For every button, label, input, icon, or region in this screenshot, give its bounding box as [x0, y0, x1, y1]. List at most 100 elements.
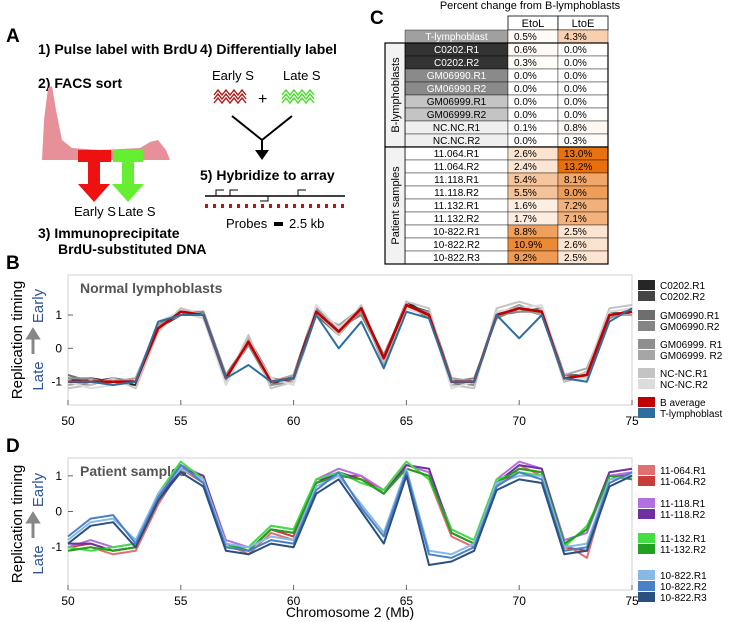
- series-line: [67, 304, 632, 386]
- column-header: EtoL: [522, 18, 545, 30]
- x-tick-label: 65: [400, 594, 414, 608]
- plot-frame: [67, 274, 633, 406]
- legend-label: GM06999. R1: [660, 340, 723, 351]
- sort-label: Early S: [74, 204, 116, 219]
- legend-label: GM06999. R2: [660, 351, 723, 362]
- series-line: [67, 471, 633, 566]
- early-gate: [78, 150, 111, 162]
- row-name: GM06990.R1: [427, 71, 487, 82]
- x-tick-label: 65: [400, 414, 414, 428]
- row-name: 11.132.R2: [434, 214, 480, 225]
- series-line: [67, 464, 633, 559]
- cell-value: 0.0%: [514, 71, 537, 82]
- cell-value: 0.5%: [514, 32, 537, 43]
- y-tick-label: 0: [55, 505, 62, 519]
- panel-label: C: [370, 8, 384, 29]
- row-name: 11.118.R1: [434, 175, 479, 186]
- cell-value: 0.0%: [564, 45, 587, 56]
- late-gate: [113, 150, 143, 162]
- series-line: [68, 307, 633, 386]
- y-axis-label: Replication timing: [9, 281, 26, 399]
- early-arrow: [78, 162, 110, 202]
- legend-swatch: [638, 570, 655, 580]
- step-text: 2) FACS sort: [38, 75, 122, 91]
- series-line: [67, 300, 633, 390]
- y-early-label: Early: [30, 288, 47, 323]
- row-name: GM06999.R1: [427, 97, 487, 108]
- x-tick-label: 55: [174, 414, 188, 428]
- panel-label: A: [6, 26, 20, 47]
- row-name: C0202.R1: [434, 45, 479, 56]
- legend-label: C0202.R2: [660, 292, 705, 303]
- label-text: 2.5 kb: [289, 216, 324, 231]
- x-tick-label: 50: [61, 594, 75, 608]
- cell-value: 2.4%: [514, 162, 537, 173]
- x-tick-label: 75: [625, 414, 639, 428]
- y-tick-label: 1: [55, 308, 62, 322]
- row-name: 10-822.R2: [433, 240, 480, 251]
- legend-swatch: [638, 310, 655, 320]
- cell-value: 2.5%: [564, 227, 587, 238]
- row-name: NC.NC.R2: [433, 136, 481, 147]
- x-tick-label: 60: [287, 594, 301, 608]
- cell-value: 0.0%: [564, 71, 587, 82]
- cell-value: 0.0%: [564, 97, 587, 108]
- legend-label: C0202.R1: [660, 281, 705, 292]
- group-frame: [384, 146, 609, 265]
- cell-value: 0.0%: [564, 110, 587, 121]
- row-name: 11.118.R2: [434, 188, 479, 199]
- x-tick-label: 60: [287, 414, 301, 428]
- chart: B Normal lymphoblasts -1 0 1 50 55 60 65 70 75 Repl…: [6, 253, 723, 428]
- legend-label: 11-118.R2: [660, 510, 706, 521]
- chart-title: Normal lymphoblasts: [80, 280, 223, 296]
- row-name: T-lymphoblast: [425, 32, 487, 43]
- legend-swatch: [638, 544, 655, 554]
- cell-value: 2.6%: [564, 240, 587, 251]
- cell-value: 0.0%: [514, 97, 537, 108]
- legend-label: 10-822.R3: [660, 593, 707, 604]
- plus: +: [258, 91, 267, 108]
- cell-value: 0.0%: [514, 84, 537, 95]
- cell-value: 9.0%: [564, 188, 587, 199]
- legend-label: NC-NC.R1: [660, 369, 708, 380]
- legend-swatch: [638, 533, 655, 543]
- row-name: 10-822.R3: [433, 253, 480, 264]
- y-axis-label: Replication timing: [9, 465, 26, 583]
- column-header: LtoE: [572, 18, 595, 30]
- x-tick-label: 50: [61, 414, 75, 428]
- arrowhead: [255, 150, 269, 160]
- x-axis-label: Chromosome 2 (Mb): [286, 604, 414, 620]
- cell-value: 0.0%: [564, 84, 587, 95]
- legend-label: 10-822.R1: [660, 571, 707, 582]
- y-late-label: Late: [30, 545, 47, 574]
- legend-label: T-lymphoblast: [660, 409, 722, 420]
- cell-value: 8.8%: [514, 227, 537, 238]
- legend-label: 10-822.R2: [660, 582, 707, 593]
- x-tick-label: 70: [513, 414, 527, 428]
- x-tick-label: 75: [625, 594, 639, 608]
- late-arrow: [112, 162, 144, 202]
- step-text: 4) Differentially label: [200, 41, 337, 57]
- cell-value: 0.8%: [564, 123, 587, 134]
- label-text: Probes: [226, 216, 268, 231]
- y-arrow: [25, 327, 41, 354]
- y-early-label: Early: [30, 472, 47, 507]
- legend-label: GM06990.R1: [660, 311, 720, 322]
- cell-value: 2.5%: [564, 253, 587, 264]
- legend-swatch: [638, 350, 655, 360]
- panel-c: C Percent change from B-lymphoblasts: [370, 0, 621, 29]
- legend-label: 11-118.R1: [660, 499, 706, 510]
- table-title: Percent change from B-lymphoblasts: [440, 0, 621, 12]
- cell-value: 4.3%: [564, 32, 587, 43]
- legend-swatch: [638, 592, 655, 602]
- chart-title: Patient samples: [80, 463, 187, 479]
- cell-value: 0.0%: [514, 110, 537, 121]
- panel-label: D: [6, 436, 20, 457]
- legend-swatch: [638, 408, 655, 418]
- cell-value: 0.0%: [514, 136, 537, 147]
- cell-value: 7.2%: [564, 201, 587, 212]
- y-tick-label: -1: [51, 540, 62, 554]
- cell-value: 13.0%: [564, 149, 592, 160]
- legend-swatch: [638, 476, 655, 486]
- sort-label: Late S: [118, 204, 156, 219]
